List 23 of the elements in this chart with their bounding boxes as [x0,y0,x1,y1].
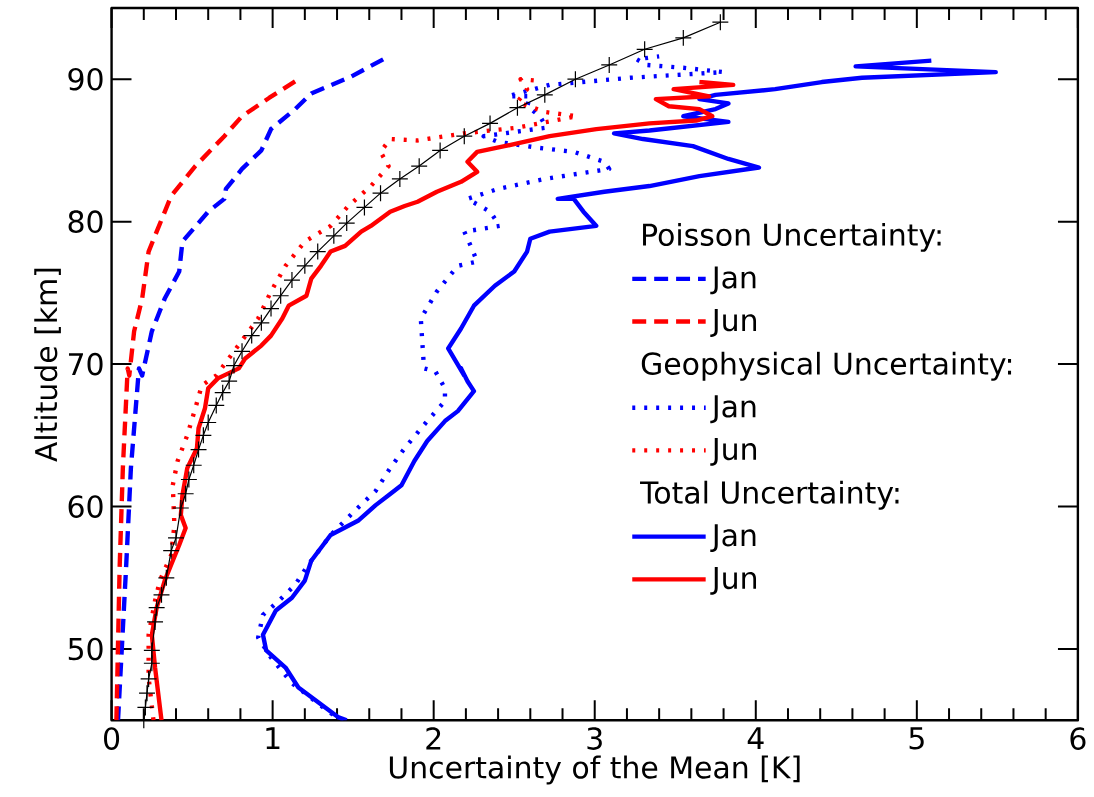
legend-label: Jun [710,309,757,337]
y-tick-label: 90 [68,67,103,91]
y-tick-label: 60 [68,495,103,518]
x-tick-label: 2 [426,727,441,750]
y-tick-label: 50 [68,637,103,661]
legend-label: Jan [710,266,756,295]
annotation: Geophysical Uncertainty: [641,351,1012,381]
x-tick-label: 5 [909,727,924,750]
y-axis-title: Altitude [km] [34,268,61,462]
legend-label: Jun [710,566,757,595]
y-tick-label: 70 [68,352,103,376]
x-tick-label: 1 [266,727,280,750]
x-tick-label: 6 [1070,727,1086,750]
x-tick-label: 0 [104,727,120,750]
annotation: Total Uncertainty: [640,480,899,510]
x-tick-label: 4 [747,727,764,750]
legend-label: Jan [710,524,756,553]
x-tick-label: 3 [587,727,602,750]
y-tick-label: 80 [68,210,103,233]
legend-label: Jun [710,438,757,466]
legend-label: Jan [710,395,756,424]
x-axis-title: Uncertainty of the Mean [K] [389,755,800,785]
annotation: Poisson Uncertainty: [643,222,941,252]
